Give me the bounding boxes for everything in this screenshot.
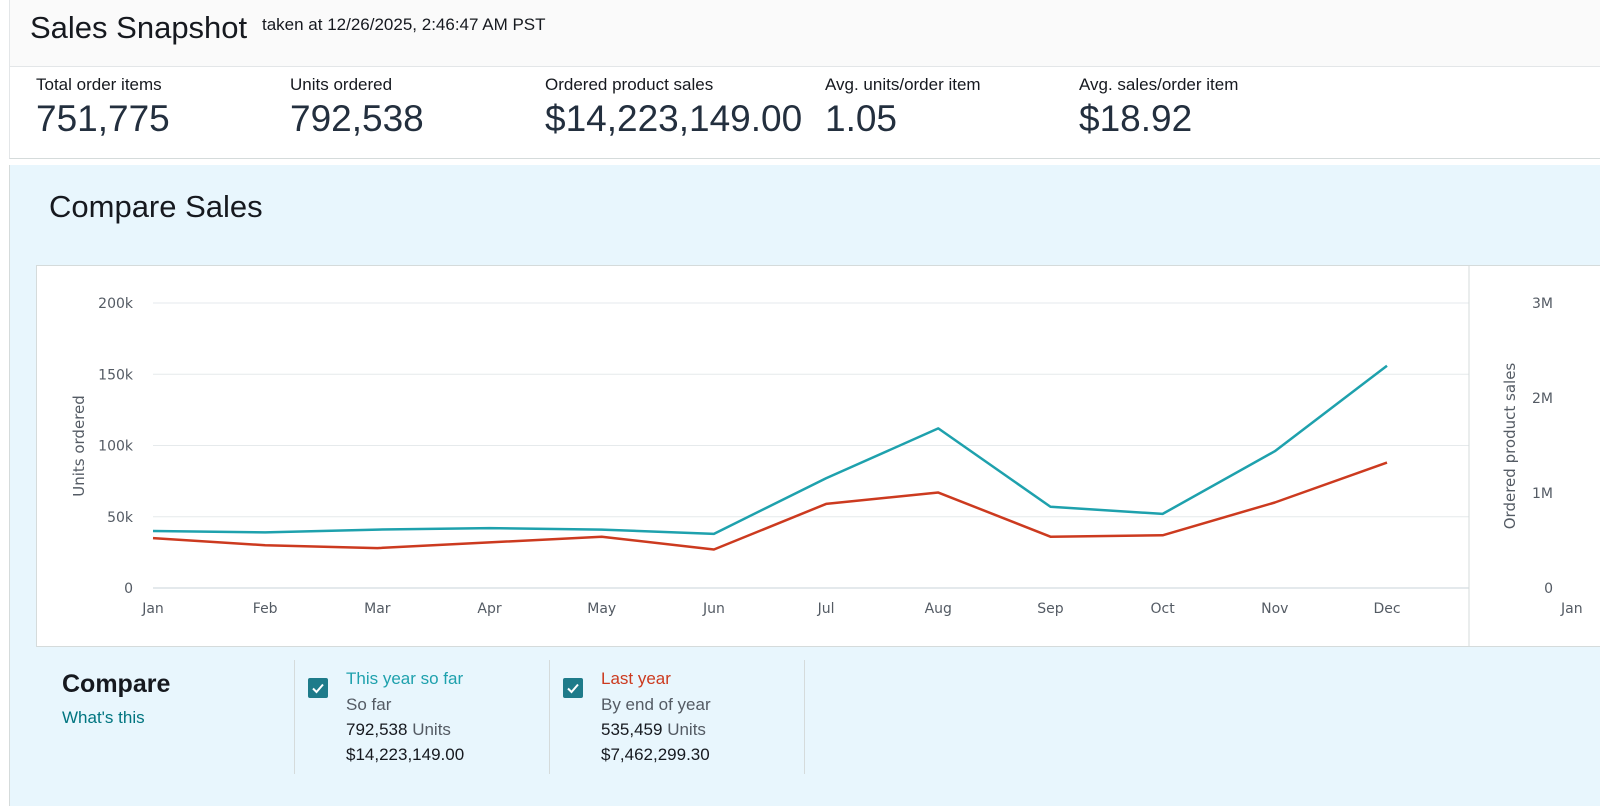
legend-name: This year so far: [346, 669, 464, 688]
compare-legend: Compare What's this This year so far So …: [10, 660, 1600, 780]
metric-value: 751,775: [36, 98, 170, 139]
metric-label: Units ordered: [290, 75, 393, 94]
metric-avg-sales: Avg. sales/order item $18.92: [1079, 75, 1238, 140]
metrics-bar: Total order items 751,775 Units ordered …: [9, 67, 1600, 159]
legend-units-label: Units: [412, 720, 451, 739]
series-line: [152, 461, 1388, 551]
x-tick-label: Nov: [1261, 601, 1288, 617]
y-axis-label: Ordered product sales: [1501, 363, 1519, 530]
divider: [804, 660, 805, 774]
snapshot-timestamp: taken at 12/26/2025, 2:46:47 AM PST: [262, 15, 546, 34]
x-tick-label: Apr: [477, 601, 501, 617]
legend-sales: $14,223,149.00: [346, 745, 465, 764]
check-icon: [312, 683, 324, 694]
legend-sub: By end of year: [601, 695, 711, 714]
y-tick-label: 50k: [107, 510, 134, 526]
y-tick-label: 2M: [1532, 391, 1553, 407]
this-year-checkbox[interactable]: [308, 678, 328, 698]
x-tick-label: Feb: [253, 601, 278, 617]
units-chart: 0 50k 100k 150k 200k Jan Feb Mar Apr May Jun Jul Aug…: [70, 266, 1583, 646]
x-tick-label: Dec: [1373, 601, 1400, 617]
legend-sub: So far: [346, 695, 392, 714]
legend-name: Last year: [601, 669, 671, 688]
last-year-checkbox[interactable]: [563, 678, 583, 698]
metric-value: $14,223,149.00: [545, 98, 803, 139]
legend-units-label: Units: [667, 720, 706, 739]
metric-units-ordered: Units ordered 792,538: [290, 75, 424, 140]
legend-units: 792,538: [346, 720, 408, 739]
y-tick-label: 1M: [1532, 486, 1553, 502]
metric-label: Ordered product sales: [545, 75, 714, 94]
metric-ordered-product-sales: Ordered product sales $14,223,149.00: [545, 75, 802, 140]
snapshot-header: Sales Snapshot taken at 12/26/2025, 2:46…: [9, 0, 1600, 67]
x-tick-label: Sep: [1037, 601, 1064, 617]
y-tick-label: 0: [1544, 581, 1553, 597]
y-tick-label: 150k: [98, 367, 134, 383]
legend-sales: $7,462,299.30: [601, 745, 710, 764]
x-tick-label: Jul: [817, 601, 835, 617]
x-tick-label: Oct: [1151, 601, 1176, 617]
metric-value: 1.05: [825, 98, 898, 139]
x-tick-label: Jan: [141, 601, 164, 617]
y-tick-label: 100k: [98, 439, 134, 455]
x-tick-label: Aug: [925, 601, 952, 617]
y-tick-label: 0: [124, 581, 133, 597]
x-tick-label: Mar: [364, 601, 391, 617]
divider: [549, 660, 550, 774]
metric-label: Avg. units/order item: [825, 75, 981, 94]
y-axis-label: Units ordered: [70, 395, 88, 497]
check-icon: [567, 683, 579, 694]
metric-value: 792,538: [290, 98, 424, 139]
x-tick-label: Jan: [1560, 601, 1583, 617]
divider: [294, 660, 295, 774]
metric-label: Avg. sales/order item: [1079, 75, 1239, 94]
chart-container: 0 50k 100k 150k 200k Jan Feb Mar Apr May Jun Jul Aug…: [36, 265, 1600, 647]
page-title: Sales Snapshot: [30, 10, 248, 45]
x-tick-label: Jun: [702, 601, 725, 617]
whats-this-link[interactable]: What's this: [62, 708, 145, 727]
legend-units: 535,459: [601, 720, 663, 739]
compare-heading: Compare: [62, 670, 171, 698]
x-tick-label: May: [587, 601, 616, 617]
metric-avg-units: Avg. units/order item 1.05: [825, 75, 981, 140]
compare-sales-panel: Compare Sales 0 50k 100k 150k 200k Jan Feb Mar A…: [9, 165, 1600, 806]
y-tick-label: 3M: [1532, 296, 1553, 312]
metric-total-order-items: Total order items 751,775: [36, 75, 170, 140]
y-tick-label: 200k: [98, 296, 134, 312]
series-line: [152, 364, 1388, 536]
metric-value: $18.92: [1079, 98, 1193, 139]
metric-label: Total order items: [36, 75, 162, 94]
compare-sales-title: Compare Sales: [49, 189, 263, 224]
